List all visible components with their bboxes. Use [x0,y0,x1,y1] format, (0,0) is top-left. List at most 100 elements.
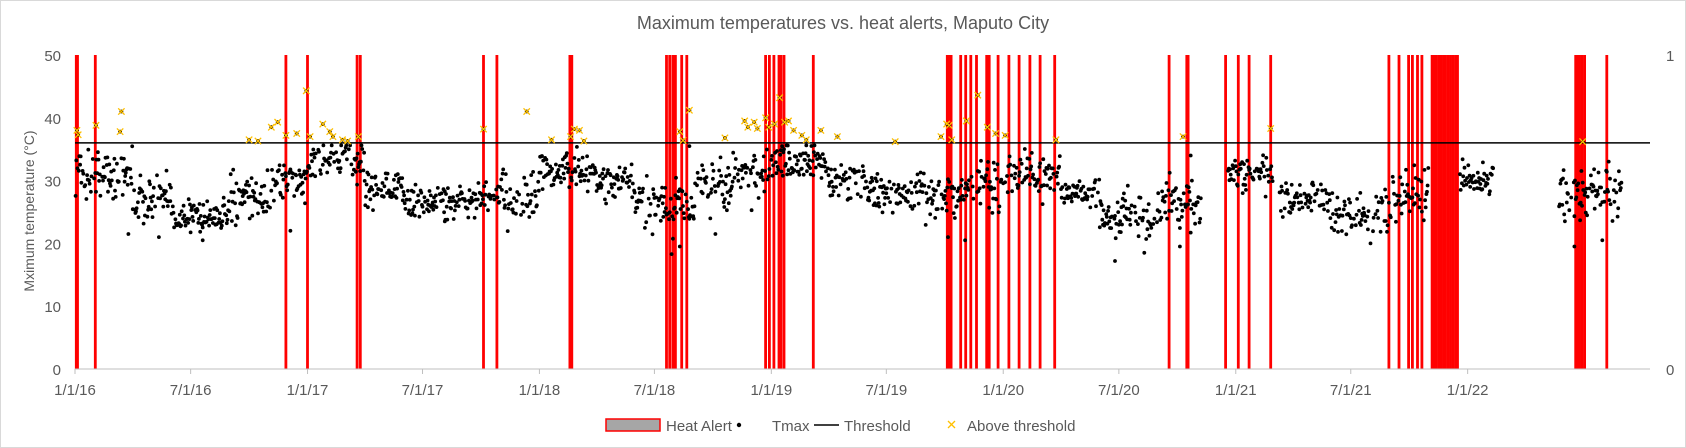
tmax-point [338,170,342,175]
tmax-point [363,203,368,208]
tmax-point [630,181,635,186]
x-tick-label: 1/1/18 [519,382,561,399]
tmax-point [1612,199,1617,204]
tmax-point [670,214,675,219]
above-threshold-cross [798,131,806,140]
tmax-point [1279,209,1283,213]
tmax-point [480,193,485,198]
tmax-point [730,184,734,189]
tmax-point [1166,188,1171,193]
tmax-point [718,180,722,184]
x-tick-label: 7/1/19 [865,382,907,399]
tmax-point [83,183,88,188]
above-threshold-point [575,126,584,135]
tmax-point [774,171,779,176]
tmax-point [1387,200,1391,205]
tmax-point [1336,230,1340,234]
tmax-point [606,190,611,195]
tmax-point [1142,250,1147,255]
tmax-point [951,195,955,200]
tmax-point [1328,216,1333,221]
tmax-point [564,151,569,156]
tmax-point [1572,244,1577,249]
tmax-point [933,216,938,220]
tmax-point [1234,169,1239,174]
tmax-point [514,199,519,203]
above-threshold-point [948,136,956,144]
tmax-point [137,191,142,195]
tmax-point [482,184,487,189]
tmax-point [300,180,305,185]
tmax-point [486,208,490,213]
tmax-point [151,194,156,199]
tmax-point [1592,167,1596,172]
tmax-point [1118,219,1122,224]
tmax-point [497,200,502,204]
tmax-point [155,173,159,178]
tmax-point [158,186,163,191]
tmax-point [449,206,453,211]
tmax-point [937,179,941,184]
tmax-point [796,169,801,174]
tmax-point [711,176,715,181]
y-tick-label: 50 [44,48,61,65]
tmax-point [1416,193,1420,198]
tmax-point [782,147,786,152]
tmax-point [492,197,497,202]
tmax-point [756,172,760,176]
tmax-point [219,223,224,228]
tmax-point [179,209,184,214]
tmax-point [648,213,652,218]
y-tick-label: 20 [44,236,61,253]
tmax-point [366,205,370,210]
tmax-point [579,168,584,173]
tmax-point [364,194,368,199]
tmax-point [1132,204,1137,209]
tmax-point [969,174,974,179]
tmax-point [1133,210,1138,215]
heat-alert-bar [1017,55,1021,369]
tmax-point [746,183,751,188]
tmax-point [1606,159,1611,164]
tmax-point [1228,172,1233,177]
above-threshold-point [765,123,773,131]
tmax-point [732,175,737,180]
tmax-point [890,210,895,215]
above-threshold-cross [547,136,556,144]
tmax-point [1141,215,1145,220]
tmax-point [528,199,533,203]
tmax-point [1115,200,1120,205]
tmax-point [374,183,378,187]
tmax-point [97,172,102,177]
tmax-point [150,199,154,204]
above-threshold-point [753,124,762,133]
tmax-point [1169,193,1173,198]
tmax-point [1298,193,1303,198]
tmax-point [909,180,913,185]
tmax-point [196,221,201,225]
tmax-point [1580,180,1585,185]
tmax-point [506,206,511,211]
tmax-point [1308,195,1313,200]
tmax-point [594,170,598,175]
tmax-point [985,167,990,172]
tmax-point [1292,200,1297,205]
above-threshold-point [245,136,253,144]
tmax-point [1041,157,1046,162]
tmax-point [1604,169,1609,174]
tmax-point [898,200,903,205]
tmax-point [1031,172,1035,177]
tmax-point [402,201,407,206]
tmax-point [961,197,966,202]
tmax-point [1005,190,1010,195]
tmax-point [708,216,713,221]
tmax-point [906,199,910,204]
tmax-point [233,201,238,206]
tmax-point [979,175,984,179]
tmax-point [1322,207,1326,212]
above-threshold-point [740,117,749,125]
tmax-point [753,158,758,162]
tmax-point [1425,183,1430,188]
above-threshold-cross [1052,136,1060,144]
above-threshold-point [775,94,784,102]
